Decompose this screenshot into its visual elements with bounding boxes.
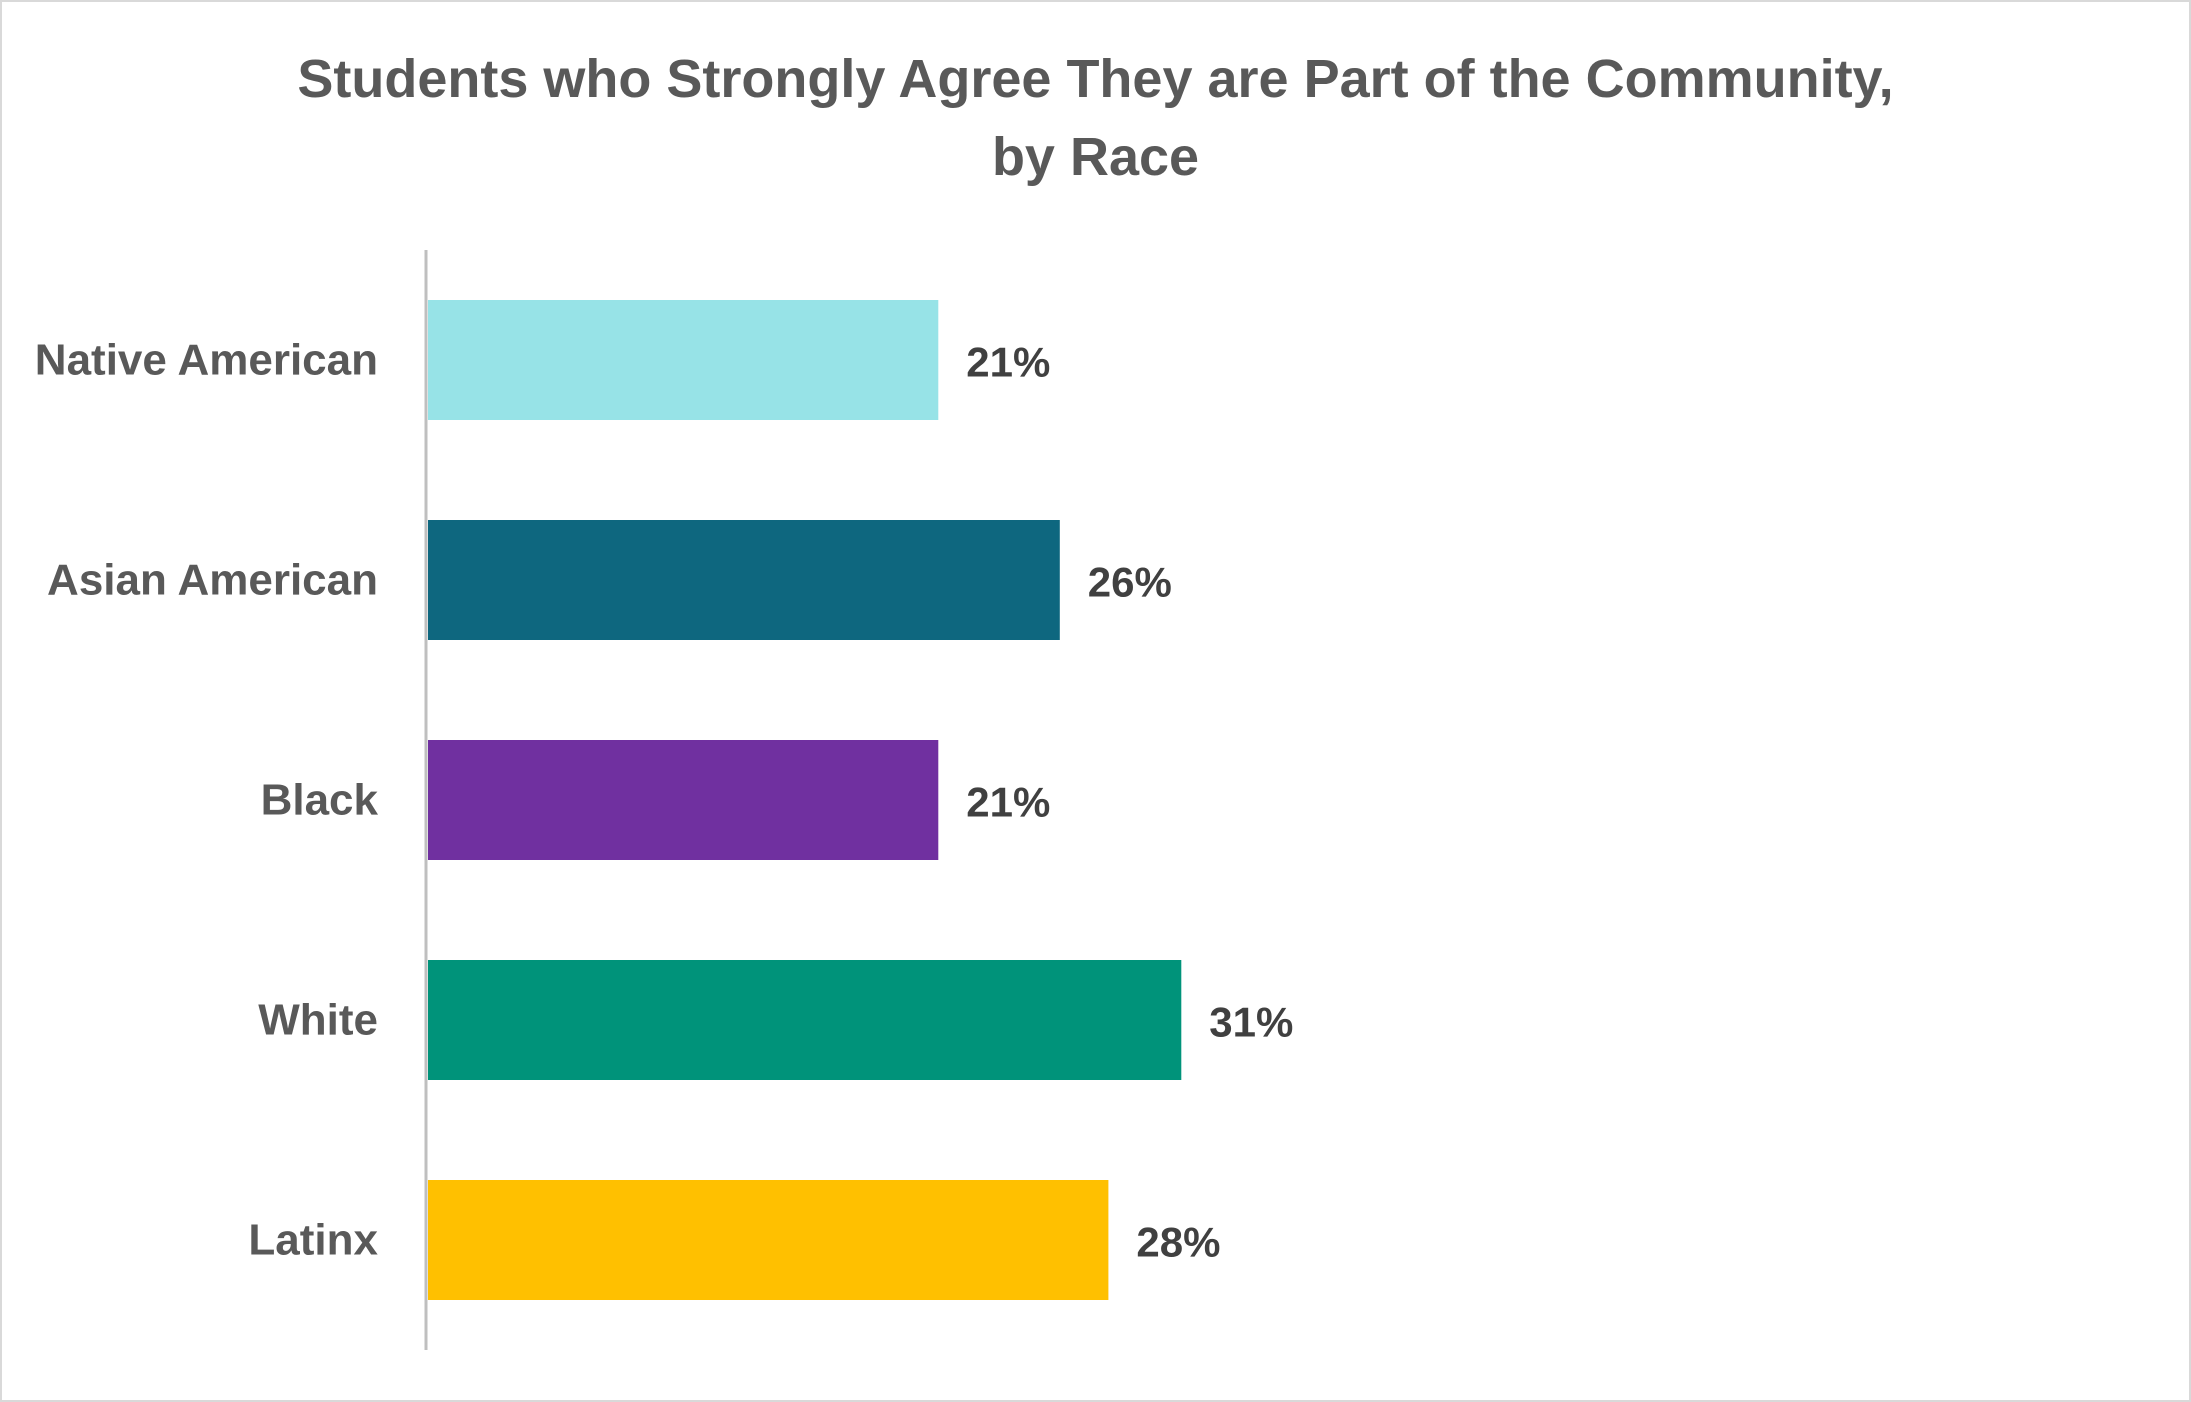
bar-native-american <box>428 300 939 420</box>
bar-latinx <box>428 1180 1109 1300</box>
category-label: Latinx <box>248 1216 378 1265</box>
bar-black <box>428 740 939 860</box>
data-label: 21% <box>966 339 1050 386</box>
chart-title: Students who Strongly Agree They are Par… <box>0 40 2191 196</box>
data-label: 26% <box>1088 559 1172 606</box>
data-label: 21% <box>966 779 1050 826</box>
bar-asian-american <box>428 520 1060 640</box>
data-label: 28% <box>1136 1219 1220 1266</box>
chart-title-line-1: Students who Strongly Agree They are Par… <box>297 49 1894 109</box>
category-label: Native American <box>35 336 378 385</box>
category-label: Asian American <box>47 556 378 605</box>
chart-title-line-2: by Race <box>991 127 1200 187</box>
bar-white <box>428 960 1182 1080</box>
data-label: 31% <box>1209 999 1293 1046</box>
category-label: White <box>258 996 378 1045</box>
category-label: Black <box>261 776 379 825</box>
